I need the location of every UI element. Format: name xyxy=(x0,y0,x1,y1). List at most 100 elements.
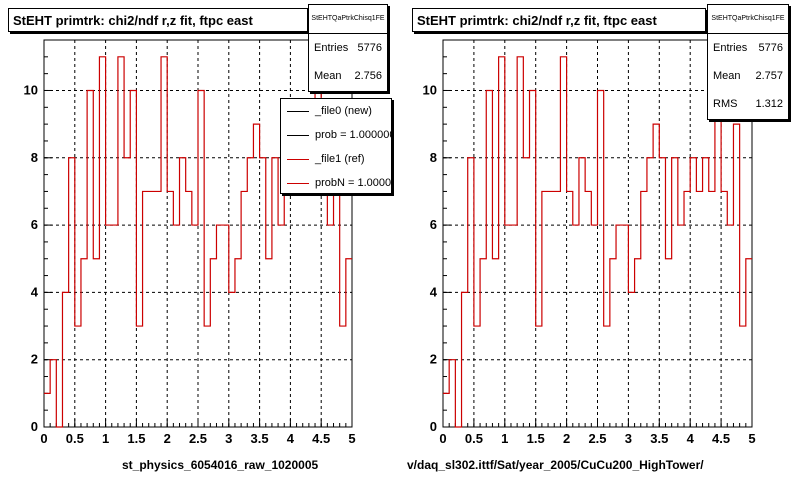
histogram-bin xyxy=(628,292,634,427)
histogram-bin xyxy=(468,158,474,427)
stats-box-left: StEHTQaPtrkChisq1FE Entries 5776 Mean 2.… xyxy=(308,4,388,92)
stats-rms-label: RMS xyxy=(713,98,738,110)
histogram-bin xyxy=(492,259,498,427)
histogram-bin xyxy=(480,259,486,427)
x-tick-label: 2 xyxy=(164,431,171,446)
stats-mean-label: Mean xyxy=(314,70,342,82)
histogram-bin xyxy=(303,158,309,427)
legend-entry-file0: _file0 (new) xyxy=(281,99,391,123)
histogram-bin xyxy=(87,90,93,427)
stats-entries-value: 5776 xyxy=(758,42,783,54)
y-tick-label: 8 xyxy=(31,150,38,165)
histogram-bin xyxy=(106,225,112,427)
histogram-bin xyxy=(210,259,216,427)
histogram-bin xyxy=(659,158,665,427)
histogram-bin xyxy=(511,225,517,427)
histogram-bin xyxy=(340,326,346,427)
histogram-bin xyxy=(560,57,566,427)
histogram-bin xyxy=(517,57,523,427)
x-tick-label: 5 xyxy=(348,431,355,446)
histogram-bin xyxy=(149,191,155,427)
x-tick-label: 4.5 xyxy=(312,431,330,446)
x-tick-label: 0 xyxy=(439,431,446,446)
histogram-bin xyxy=(591,225,597,427)
legend-label: probN = 1.000000 xyxy=(315,177,392,189)
x-tick-label: 3 xyxy=(225,431,232,446)
histogram-bin xyxy=(290,158,296,427)
stats-mean-row: Mean 2.757 xyxy=(708,62,788,90)
histogram-bin xyxy=(653,124,659,427)
stats-histogram-name: StEHTQaPtrkChisq1FE xyxy=(309,5,387,34)
legend-label: _file0 (new) xyxy=(315,105,372,117)
legend-entry-file1: _file1 (ref) xyxy=(281,147,391,171)
x-tick-label: 2.5 xyxy=(189,431,207,446)
histogram-bin xyxy=(598,90,604,427)
histogram-bin xyxy=(684,191,690,427)
stats-entries-label: Entries xyxy=(713,42,748,54)
x-tick-label: 0.5 xyxy=(465,431,483,446)
legend-line-icon xyxy=(287,111,309,112)
histogram-bin xyxy=(75,326,81,427)
stats-mean-label: Mean xyxy=(713,70,741,82)
histogram-bin xyxy=(523,158,529,427)
legend-box: _file0 (new) prob = 1.000000 _file1 (ref… xyxy=(280,98,392,194)
histogram-bin xyxy=(44,393,50,427)
histogram-bin xyxy=(124,158,130,427)
y-tick-label: 4 xyxy=(31,284,39,299)
histogram-bin xyxy=(118,57,124,427)
histogram-bin xyxy=(715,90,721,427)
histogram-bin xyxy=(709,191,715,427)
histogram-series-line xyxy=(443,56,752,428)
histogram-bin xyxy=(143,191,149,427)
histogram-bin xyxy=(112,225,118,427)
stats-mean-value: 2.757 xyxy=(755,70,783,82)
histogram-bin xyxy=(567,191,573,427)
histogram-bin xyxy=(678,225,684,427)
histogram-bin xyxy=(198,90,204,427)
histogram-bin xyxy=(665,259,671,427)
stats-entries-value: 5776 xyxy=(357,42,382,54)
x-axis-label-left: st_physics_6054016_raw_1020005 xyxy=(122,458,319,472)
histogram-bin xyxy=(50,360,56,427)
stats-entries-row: Entries 5776 xyxy=(309,34,387,62)
legend-line-icon xyxy=(287,183,309,184)
histogram-bin xyxy=(272,158,278,427)
y-tick-label: 6 xyxy=(31,217,38,232)
y-tick-label: 0 xyxy=(430,419,437,434)
x-tick-label: 1.5 xyxy=(527,431,545,446)
histogram-bin xyxy=(554,191,560,427)
histogram-bin xyxy=(610,259,616,427)
histogram-bin xyxy=(505,225,511,427)
histogram-bin xyxy=(69,158,75,427)
histogram-bin xyxy=(136,326,142,427)
legend-label: _file1 (ref) xyxy=(315,153,365,165)
histogram-bin xyxy=(223,225,229,427)
histogram-bin xyxy=(647,158,653,427)
histogram-bin xyxy=(690,158,696,427)
histogram-bin xyxy=(585,191,591,427)
stats-mean-row: Mean 2.756 xyxy=(309,62,387,90)
histogram-bin xyxy=(130,90,136,427)
histogram-bin xyxy=(321,191,327,427)
x-tick-label: 0.5 xyxy=(66,431,84,446)
histogram-bin xyxy=(93,259,99,427)
stats-mean-value: 2.756 xyxy=(354,70,382,82)
histogram-right: 0 0.5 1 1.5 2 2.5 3 3.5 4 4.5 5 0 2 4 6 8 10 xyxy=(423,39,756,446)
histogram-bin xyxy=(235,259,241,427)
histogram-bin xyxy=(530,90,536,427)
stats-rms-row: RMS 1.312 xyxy=(708,90,788,118)
histogram-bin xyxy=(721,191,727,427)
x-tick-label: 3 xyxy=(625,431,632,446)
histogram-bin xyxy=(462,292,468,427)
histogram-bin xyxy=(204,326,210,427)
x-tick-label: 1.5 xyxy=(127,431,145,446)
histogram-bin xyxy=(99,57,105,427)
histogram-bin xyxy=(733,124,739,427)
histogram-bin xyxy=(622,225,628,427)
histogram-bin xyxy=(746,259,752,427)
x-axis-label-right: v/daq_sl302.ittf/Sat/year_2005/CuCu200_H… xyxy=(407,458,704,472)
x-tick-label: 1 xyxy=(501,431,508,446)
y-tick-label: 10 xyxy=(24,82,38,97)
histogram-bin xyxy=(573,225,579,427)
